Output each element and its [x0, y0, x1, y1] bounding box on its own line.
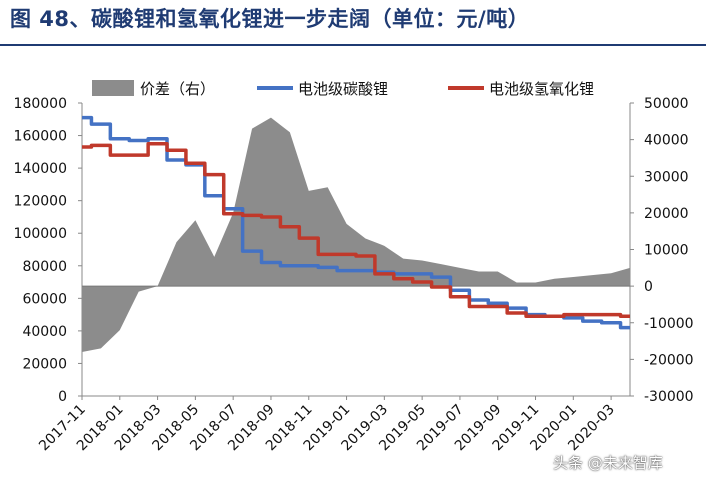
legend-label-carbonate: 电池级碳酸锂 [298, 80, 388, 98]
y-right-tick-label: -30000 [644, 389, 694, 405]
y-left-tick-label: 160000 [14, 129, 67, 145]
legend-label-spread: 价差（右） [140, 80, 215, 98]
hydroxide-line [82, 141, 630, 318]
y-left-tick-label: 100000 [14, 226, 67, 242]
title-divider [0, 44, 706, 46]
legend-label-hydroxide: 电池级氢氧化锂 [489, 80, 594, 98]
lines-layer [82, 115, 630, 330]
legend-swatch-spread [92, 80, 134, 96]
y-right-tick-label: 10000 [644, 243, 689, 259]
y-left-tick-label: 140000 [14, 161, 67, 177]
y-left-tick-label: 180000 [14, 96, 67, 112]
y-right-tick-label: 40000 [644, 133, 689, 149]
legend: 价差（右） 电池级碳酸锂 电池级氢氧化锂 [92, 80, 594, 98]
carbonate-line [82, 115, 630, 330]
y-right-tick-label: -20000 [644, 352, 694, 368]
page-title: 图 48、碳酸锂和氢氧化锂进一步走阔（单位：元/吨） [10, 7, 530, 31]
watermark: 头条 @未来智库 [553, 454, 663, 472]
y-left-tick-label: 80000 [22, 259, 67, 275]
y-left-tick-label: 120000 [14, 194, 67, 210]
spread-area [82, 117, 630, 353]
y-right-tick-label: 50000 [644, 96, 689, 112]
y-right-tick-label: 20000 [644, 206, 689, 222]
y-right-tick-label: -10000 [644, 316, 694, 332]
y-left-tick-label: 60000 [22, 291, 67, 307]
y-left-tick-label: 40000 [22, 324, 67, 340]
y-left-tick-label: 20000 [22, 356, 67, 372]
y-right-tick-label: 30000 [644, 169, 689, 185]
spread-area-layer [82, 117, 630, 353]
y-left-tick-label: 0 [58, 389, 67, 405]
y-right-tick-label: 0 [644, 279, 653, 295]
